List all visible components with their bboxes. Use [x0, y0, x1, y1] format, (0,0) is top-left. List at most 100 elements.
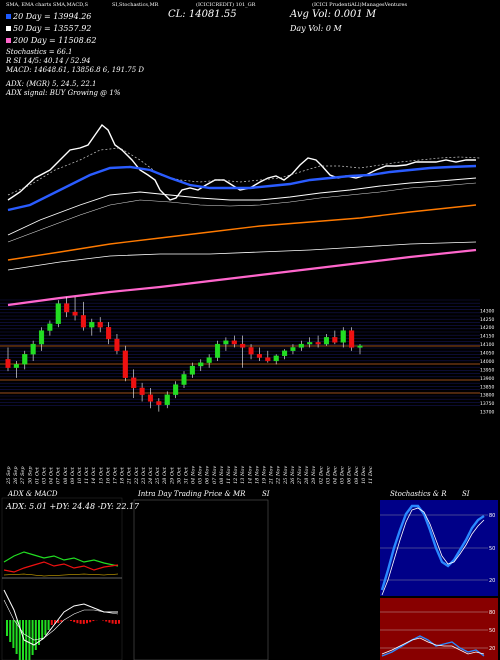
adx-panel-title: ADX & MACD [8, 490, 58, 498]
adx-panel-frame [1, 497, 123, 660]
header-right: (ICICICREDIT) 101_GR [196, 2, 256, 8]
price-tick-label: 13900 [480, 376, 494, 382]
plus-di-line [3, 551, 119, 567]
date-tick-label: 28 Oct [162, 466, 168, 485]
date-tick-label: 28 Nov [304, 466, 310, 485]
date-tick-label: 11 Nov [226, 466, 232, 484]
avg-vol: Avg Vol: 0.001 M [290, 9, 377, 20]
date-tick-label: 21 Oct [127, 466, 133, 485]
candle-body [38, 330, 45, 345]
candle-body [315, 342, 321, 345]
date-tick-label: 27 Sep [20, 466, 26, 485]
header-far: (ICICI PrudentiALl)ManagesVentures [312, 2, 408, 8]
price-tick-label: 14150 [480, 334, 494, 340]
date-tick-label: 30 Sep [27, 466, 33, 484]
date-tick-label: 25 Oct [155, 466, 161, 485]
date-tick-label: 06 Dec [347, 466, 353, 484]
adx-line [3, 573, 119, 577]
candle-body [156, 401, 162, 405]
rsi-tick-label: 80 [489, 610, 495, 616]
ma-line [7, 182, 477, 243]
date-tick-label: 26 Sep [13, 466, 19, 485]
date-tick-label: 09 Dec [354, 466, 360, 484]
macd-line [3, 589, 118, 646]
candle-body [147, 394, 154, 402]
candle-body [240, 343, 246, 348]
minus-di-line [3, 561, 119, 573]
candle-body [282, 350, 288, 357]
macd-bar [60, 620, 63, 622]
macd-bar [44, 620, 47, 635]
macd-bar [28, 620, 31, 660]
legend-adx-signal: ADX signal: BUY Growing @ 1% [6, 89, 121, 97]
candle-body [214, 343, 221, 358]
date-tick-label: 07 Nov [212, 466, 218, 484]
price-tick-label: 14000 [480, 359, 494, 365]
signal-line [3, 599, 119, 641]
candle-body [173, 384, 179, 395]
macd-bar [38, 620, 40, 645]
date-tick-label: 04 Dec [333, 466, 339, 484]
candle-body [64, 303, 70, 313]
candle-body [80, 315, 86, 328]
date-tick-label: 31 Oct [183, 466, 189, 484]
candle-body [231, 340, 237, 345]
candle-body [265, 357, 271, 362]
intraday-panel-frame [133, 499, 269, 660]
date-tick-label: 25 Nov [283, 466, 289, 485]
stoch-tick-label: 80 [489, 513, 495, 519]
date-tick-label: 15 Oct [98, 466, 104, 484]
macd-bar [57, 620, 60, 623]
candle-body [122, 350, 128, 378]
legend-stoch: Stochastics = 66.1 [6, 48, 73, 56]
lower-ma-line [7, 241, 477, 271]
date-tick-label: 06 Nov [205, 466, 211, 484]
date-tick-label: 23 Oct [141, 466, 147, 485]
stoch-si: SI [462, 490, 470, 498]
price-tick-label: 14300 [480, 308, 494, 314]
header-left: SMA, EMA charts SMA,MACD,S [6, 2, 89, 8]
date-tick-label: 05 Dec [340, 466, 346, 484]
day-vol: Day Vol: 0 M [290, 24, 342, 33]
rsi-tick-label: 50 [489, 628, 495, 634]
date-tick-label: 17 Oct [112, 466, 118, 484]
macd-bar [41, 620, 44, 640]
price-tick-label: 13750 [480, 401, 494, 407]
date-tick-label: 12 Nov [233, 466, 239, 484]
sma20-swatch [6, 14, 11, 19]
date-tick-label: 07 Oct [56, 466, 62, 484]
macd-bar [15, 620, 18, 654]
date-tick-label: 01 Oct [34, 466, 40, 484]
date-tick-label: 14 Oct [91, 466, 97, 484]
intraday-si: SI [262, 490, 270, 498]
date-tick-label: 19 Nov [262, 466, 268, 484]
sma50-line [7, 177, 477, 236]
price-tick-label: 13950 [480, 367, 494, 373]
date-tick-label: 10 Oct [77, 466, 83, 484]
date-tick-label: 16 Oct [105, 466, 111, 484]
macd-bar [18, 620, 21, 660]
intraday-panel-title: Intra Day Trading Price & MR [138, 490, 246, 498]
adx-readout: ADX: 5.01 +DY: 24.48 -DY: 22.17 [6, 502, 140, 511]
candle-body [139, 387, 145, 395]
date-tick-label: 22 Nov [276, 466, 282, 485]
macd-bar [108, 620, 111, 623]
legend-sma200: 200 Day = 11508.62 [6, 36, 96, 45]
date-tick-label: 21 Nov [269, 466, 275, 485]
date-tick-label: 26 Nov [290, 466, 296, 485]
candle-body [323, 337, 330, 345]
candle-body [223, 340, 229, 345]
price-tick-label: 13850 [480, 384, 494, 390]
stoch-panel-title: Stochastics & R [390, 490, 447, 498]
candle-body [332, 337, 338, 343]
macd-bar [89, 620, 92, 623]
price-tick-label: 13700 [480, 410, 494, 416]
date-tick-label: 30 Oct [176, 466, 182, 484]
legend-adx: ADX: (MGR) 5, 24.5, 22.1 [6, 80, 97, 88]
price-tick-label: 13800 [480, 393, 494, 399]
macd-bar [6, 620, 8, 636]
macd-bar [76, 620, 79, 624]
candle-body [89, 321, 95, 328]
macd-bar [54, 620, 56, 624]
stoch-tick-label: 50 [489, 546, 495, 552]
